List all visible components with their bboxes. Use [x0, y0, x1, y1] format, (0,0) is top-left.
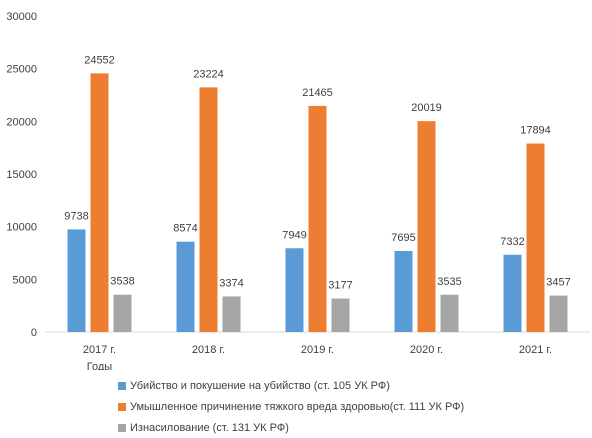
- bar-murder: [285, 248, 304, 332]
- bar-murder: [67, 229, 86, 332]
- bars: [67, 73, 568, 333]
- data-label-murder: 7949: [282, 229, 306, 241]
- bar-rape: [222, 296, 241, 332]
- legend-label-grievous-harm: Умышленное причинение тяжкого вреда здор…: [130, 400, 465, 413]
- data-label-rape: 3535: [437, 276, 461, 288]
- data-label-rape: 3457: [546, 277, 570, 289]
- x-tick-label: 2018 г.: [192, 344, 225, 356]
- y-tick-label: 30000: [6, 11, 37, 23]
- y-tick-label: 15000: [6, 169, 37, 181]
- legend-label-murder: Убийство и покушение на убийство (ст. 10…: [130, 379, 390, 392]
- data-label-grievous-harm: 20019: [411, 102, 442, 114]
- legend-swatch-grievous-harm: [118, 402, 126, 411]
- legend-swatch-rape: [118, 423, 126, 432]
- x-tick-label: 2021 г.: [519, 344, 552, 356]
- legend-swatch-murder: [118, 381, 126, 390]
- bar-rape: [331, 298, 350, 332]
- bar-murder: [176, 241, 195, 332]
- bar-murder: [503, 254, 522, 332]
- data-label-grievous-harm: 23224: [193, 68, 224, 80]
- y-tick-label: 0: [31, 327, 37, 339]
- y-tick-label: 25000: [6, 64, 37, 76]
- legend-item-rape: Изнасилование (ст. 131 УК РФ): [118, 417, 464, 438]
- x-tick-label: 2017 г.: [83, 344, 116, 356]
- bar-grievous-harm: [417, 121, 436, 332]
- data-labels: 9738 24552 3538 8574 23224 3374 7949 21465 3177 7…: [64, 54, 570, 291]
- y-tick-label: 5000: [13, 274, 37, 286]
- legend-label-rape: Изнасилование (ст. 131 УК РФ): [130, 421, 289, 434]
- legend-item-murder: Убийство и покушение на убийство (ст. 10…: [118, 375, 464, 396]
- x-tick-label: 2019 г.: [301, 344, 334, 356]
- y-tick-label: 20000: [6, 116, 37, 128]
- bar-grievous-harm: [199, 87, 218, 332]
- data-label-rape: 3374: [219, 277, 243, 289]
- bar-rape: [440, 294, 459, 332]
- data-label-rape: 3538: [110, 276, 134, 288]
- bar-murder: [394, 250, 413, 332]
- legend-item-grievous-harm: Умышленное причинение тяжкого вреда здор…: [118, 396, 464, 417]
- x-tick-label: 2020 г.: [410, 344, 443, 356]
- bar-grievous-harm: [90, 73, 109, 333]
- data-label-grievous-harm: 21465: [302, 87, 333, 99]
- data-label-murder: 7695: [391, 232, 415, 244]
- bar-rape: [549, 295, 568, 332]
- x-axis-ticks: 2017 г. 2018 г. 2019 г. 2020 г. 2021 г.: [83, 344, 552, 356]
- y-tick-label: 10000: [6, 222, 37, 234]
- bar-grievous-harm: [308, 105, 327, 332]
- bar-chart-plot: 0 5000 10000 15000 20000 25000 30000 9738 24552…: [6, 11, 590, 370]
- bar-grievous-harm: [526, 143, 545, 332]
- bar-rape: [113, 294, 132, 332]
- data-label-grievous-harm: 24552: [84, 54, 115, 66]
- legend: Убийство и покушение на убийство (ст. 10…: [118, 375, 464, 438]
- x-axis-title: Годы: [87, 361, 113, 370]
- data-label-murder: 8574: [173, 223, 197, 235]
- data-label-grievous-harm: 17894: [520, 125, 551, 137]
- y-axis-ticks: 0 5000 10000 15000 20000 25000 30000: [6, 11, 37, 339]
- data-label-rape: 3177: [328, 280, 352, 292]
- data-label-murder: 7332: [500, 236, 524, 248]
- data-label-murder: 9738: [64, 210, 88, 222]
